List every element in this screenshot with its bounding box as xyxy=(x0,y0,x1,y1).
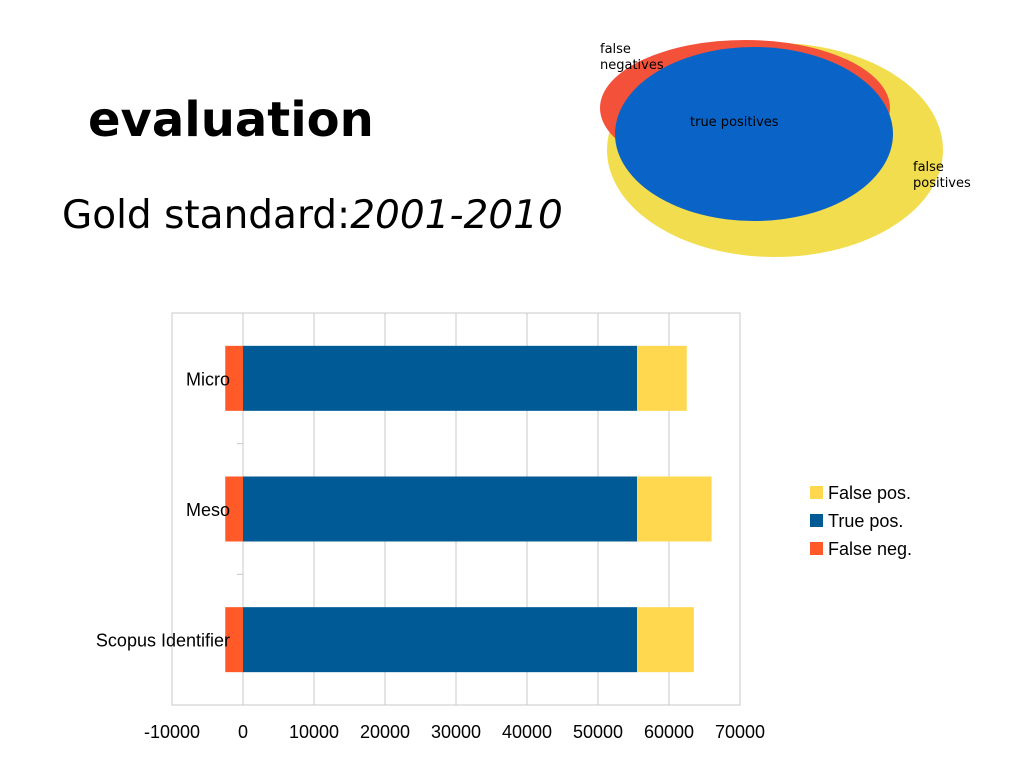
x-tick-label: 40000 xyxy=(502,722,552,742)
legend-label: False neg. xyxy=(828,539,912,559)
legend-swatch xyxy=(810,486,823,499)
bar-segment xyxy=(225,607,243,673)
x-tick-label: 20000 xyxy=(360,722,410,742)
x-tick-label: 70000 xyxy=(715,722,765,742)
bar-segment xyxy=(637,476,712,542)
legend-swatch xyxy=(810,542,823,555)
y-category-label: Meso xyxy=(186,500,230,520)
venn-label-false-negatives: false negatives xyxy=(600,42,664,73)
bar-segment xyxy=(243,607,638,673)
legend-swatch xyxy=(810,514,823,527)
bar-segment xyxy=(243,345,638,411)
x-tick-label: 50000 xyxy=(573,722,623,742)
subtitle-prefix: Gold standard: xyxy=(62,193,351,238)
x-tick-label: 0 xyxy=(238,722,248,742)
bar-segment xyxy=(637,345,687,411)
bar-segment xyxy=(637,607,694,673)
bar-segment xyxy=(243,476,638,542)
venn-label-false-positives: false positives xyxy=(913,160,971,191)
legend-label: True pos. xyxy=(828,511,903,531)
bar-segment xyxy=(225,345,243,411)
bar-segment xyxy=(225,476,243,542)
x-tick-label: 60000 xyxy=(644,722,694,742)
venn-true-positives-region xyxy=(615,47,893,221)
y-category-label: Scopus Identifier xyxy=(96,631,230,651)
slide-subtitle: Gold standard:2001-2010 xyxy=(62,190,563,242)
y-category-label: Micro xyxy=(186,369,230,389)
venn-label-true-positives: true positives xyxy=(690,115,779,130)
slide-title: evaluation xyxy=(88,92,374,148)
legend-label: False pos. xyxy=(828,483,911,503)
x-tick-label: 10000 xyxy=(289,722,339,742)
subtitle-period: 2001-2010 xyxy=(350,193,563,238)
x-tick-label: -10000 xyxy=(144,722,200,742)
x-tick-label: 30000 xyxy=(431,722,481,742)
